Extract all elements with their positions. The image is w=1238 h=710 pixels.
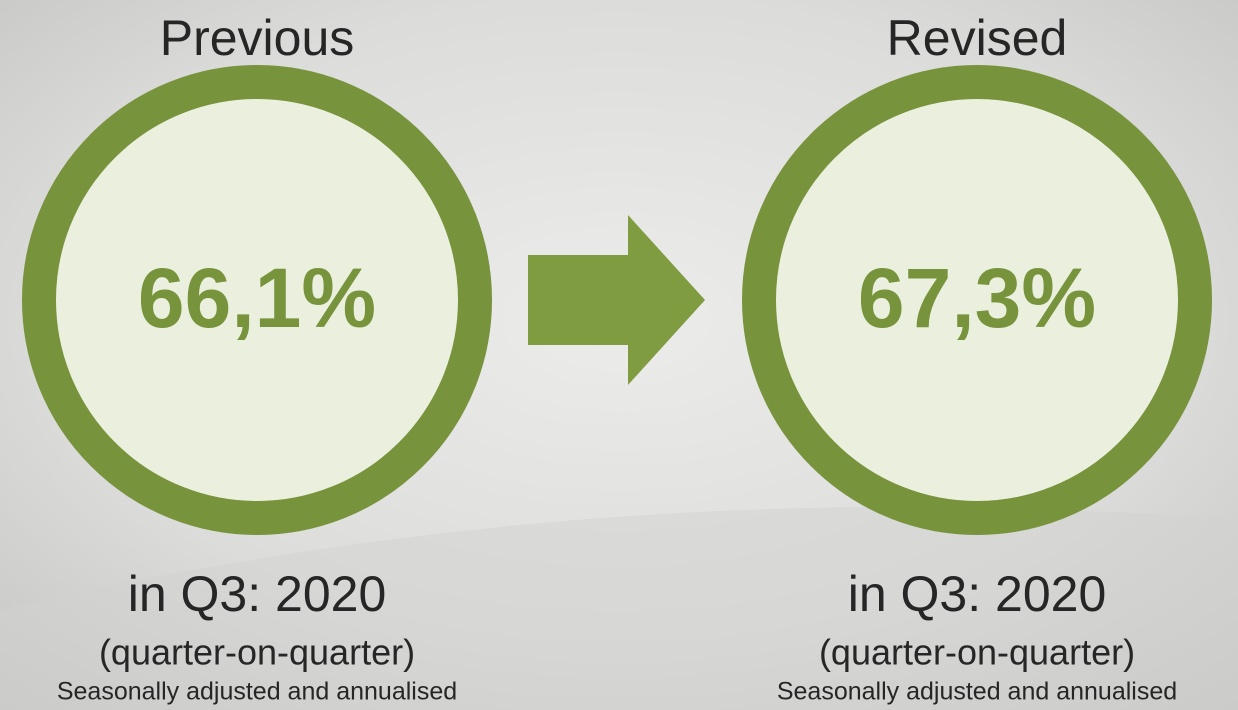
period: in Q3: 2020 xyxy=(848,566,1107,622)
basis: (quarter-on-quarter) xyxy=(99,632,415,673)
infographic: Previous 66,1% in Q3: 2020 (quarter-on-q… xyxy=(0,0,1238,710)
basis: (quarter-on-quarter) xyxy=(819,632,1135,673)
heading: Revised xyxy=(887,10,1068,66)
page: Previous 66,1% in Q3: 2020 (quarter-on-q… xyxy=(0,0,1238,710)
heading: Previous xyxy=(160,10,355,66)
note: Seasonally adjusted and annualised xyxy=(777,678,1177,706)
period: in Q3: 2020 xyxy=(128,566,387,622)
note: Seasonally adjusted and annualised xyxy=(57,678,457,706)
value: 66,1% xyxy=(138,251,376,345)
value: 67,3% xyxy=(858,251,1096,345)
